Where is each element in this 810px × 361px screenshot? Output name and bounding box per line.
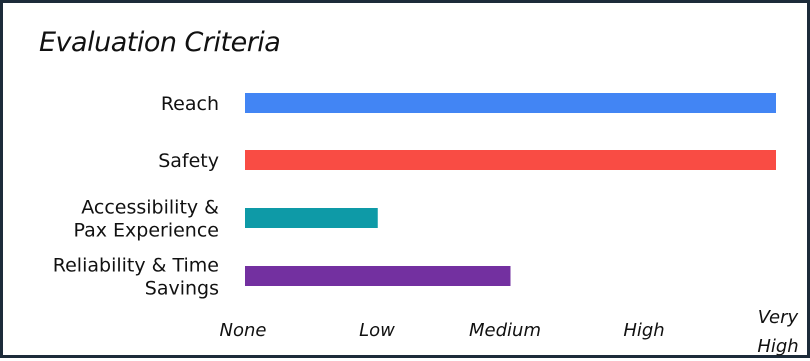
chart-title: Evaluation Criteria	[39, 27, 281, 58]
x-tick-label-4-line-1: High	[757, 336, 798, 357]
bar-0	[245, 93, 776, 113]
x-tick-label-3: High	[623, 320, 664, 341]
category-label-2-line-1: Pax Experience	[74, 220, 220, 242]
bar-3	[245, 266, 511, 286]
x-tick-label-1: Low	[359, 320, 395, 341]
x-tick-label-0: None	[220, 320, 267, 341]
category-label-2-line-0: Accessibility &	[81, 197, 219, 219]
category-label-3-line-0: Reliability & Time	[53, 255, 219, 277]
bar-1	[245, 150, 776, 170]
category-label-1: Safety	[158, 150, 219, 172]
category-label-0: Reach	[161, 93, 219, 115]
category-label-3-line-1: Savings	[145, 278, 219, 300]
bar-2	[245, 208, 378, 228]
x-tick-label-4-line-0: Very	[758, 307, 799, 328]
bar-chart: Reach Safety Accessibility &Pax Experience…	[53, 93, 799, 357]
x-tick-label-2: Medium	[469, 320, 541, 341]
